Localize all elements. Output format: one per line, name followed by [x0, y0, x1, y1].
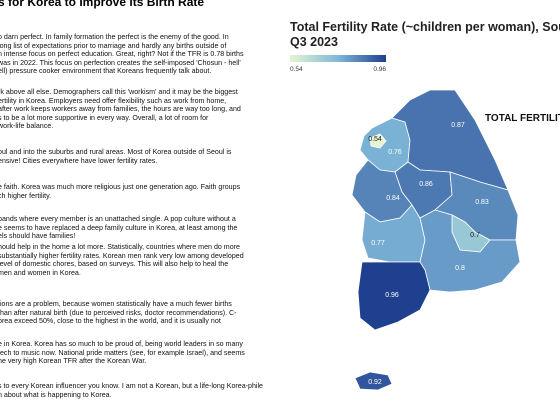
colorbar-min-label: 0.54 [290, 66, 303, 73]
text-line: ch higher fertility. [0, 191, 52, 200]
region-label: 0.84 [386, 195, 400, 202]
text-line: men and women in Korea. [0, 268, 81, 277]
paragraph: s to every Korean influencer you know. I… [0, 382, 263, 399]
text-line: ensive! Cities everywhere have lower fer… [0, 156, 158, 165]
text-line: n intense focus on perfect education. Gr… [0, 50, 244, 59]
text-line: tech to music now. National pride matter… [0, 348, 245, 357]
text-line: after work keeps workers away from famil… [0, 105, 241, 114]
text-line: e faith. Korea was much more religious j… [0, 183, 241, 191]
map-title: Q3 2023 [290, 35, 338, 49]
document-title: s for Korea to Improve its Birth Rate [0, 0, 205, 9]
paragraph: o darn perfect. In family formation the … [0, 33, 244, 76]
paragraph: rk above all else. Demographers call thi… [0, 88, 241, 131]
text-line: n about what is happening to Korea. [0, 390, 112, 399]
text-line: ertility in Korea. Employers need offer … [0, 96, 227, 105]
text-line: tions are a problem, because women stati… [0, 300, 232, 308]
region [357, 261, 431, 331]
paragraph: oul and into the suburbs and rural areas… [0, 148, 231, 165]
region-label: 0.8 [455, 265, 465, 272]
text-line: ell) pressure cooker environment that Ko… [0, 67, 212, 76]
paragraph: e faith. Korea was much more religious j… [0, 183, 240, 200]
region-label: 0.86 [419, 181, 433, 188]
text-line: bands where every member is an unattache… [0, 215, 236, 223]
region-label: 0.92 [368, 379, 382, 386]
text-line: hould help in the home a lot more. Stati… [0, 243, 240, 251]
text-line: orea exceed 50%, close to the highest in… [0, 317, 221, 326]
text-line: work-life balance. [0, 122, 54, 131]
text-line: s to be a lot more supportive in every w… [0, 113, 209, 122]
region-label: 0.54 [368, 136, 382, 143]
map-label: TOTAL FERTILITY [485, 113, 560, 124]
text-line: oul and into the suburbs and rural areas… [0, 148, 232, 156]
text-line: els should have families! [0, 232, 76, 241]
map-panel: Total Fertility Rate (~children per woma… [290, 20, 560, 391]
text-line: level of domestic chores, based on surve… [0, 260, 229, 269]
text-line: he very high Korean TFR after the Korean… [0, 357, 147, 366]
region [354, 371, 393, 391]
paragraph: bands where every member is an unattache… [0, 215, 237, 241]
paragraph: hould help in the home a lot more. Stati… [0, 243, 244, 277]
document: s for Korea to Improve its Birth Rate o … [0, 0, 263, 399]
paragraph: e in Korea. Korea has so much to be prou… [0, 340, 245, 366]
colorbar-max-label: 0.96 [373, 66, 386, 73]
text-line: long list of expectations prior to marri… [0, 41, 227, 50]
paragraph: tions are a problem, because women stati… [0, 300, 237, 326]
text-line: than after natural birth (due to perceiv… [0, 308, 237, 317]
text-line: s to every Korean influencer you know. I… [0, 382, 263, 390]
region-label: 0.87 [451, 122, 465, 129]
region-label: 0.76 [388, 149, 402, 156]
region-label: 0.77 [371, 240, 385, 247]
regions: 0.76 0.54 0.87 0.86 0.84 0.83 0.77 0.7 0.8 0.96 0.… [351, 89, 521, 391]
map-title: Total Fertility Rate (~children per woma… [290, 20, 560, 34]
text-line: was in 2022. This focus on perfection cr… [0, 58, 241, 67]
text-line: e in Korea. Korea has so much to be prou… [0, 340, 243, 348]
text-line: substantially higher fertility rates. Ko… [0, 251, 244, 260]
text-line: rk above all else. Demographers call thi… [0, 88, 238, 96]
region-label: 0.7 [470, 232, 480, 239]
region-label: 0.96 [385, 292, 399, 299]
colorbar [290, 55, 386, 62]
region [369, 133, 387, 149]
region-label: 0.83 [475, 199, 489, 206]
text-line: e seems to have replaced a deep family c… [0, 223, 238, 232]
text-line: o darn perfect. In family formation the … [0, 33, 229, 41]
